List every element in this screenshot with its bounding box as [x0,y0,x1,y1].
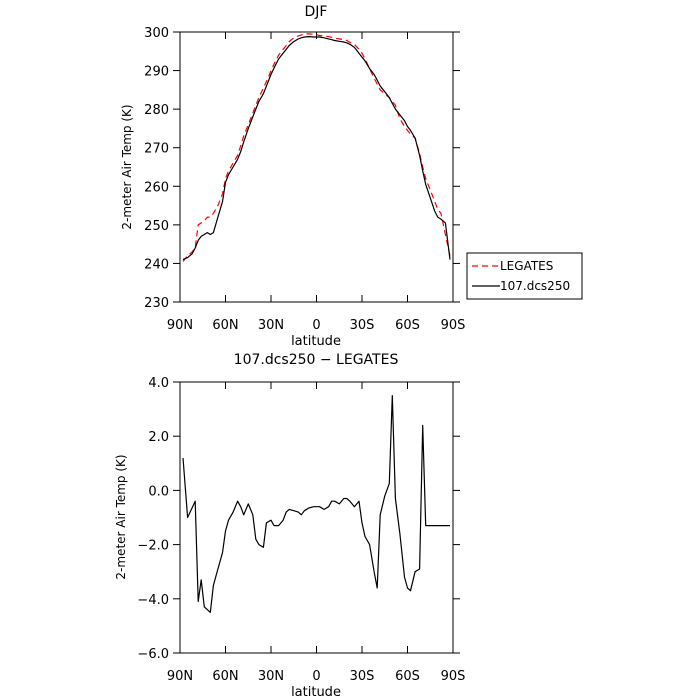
top-x-axis-label: latitude [291,334,341,349]
bottom-x-tick-label: 30N [258,669,284,684]
top-y-tick-label: 260 [144,180,169,195]
top-x-tick-label: 90S [441,318,466,333]
top-y-tick-label: 240 [144,257,169,272]
top-x-tick-label: 60N [212,318,238,333]
top-x-tick-label: 30N [258,318,284,333]
bottom-x-tick-label: 90S [441,669,466,684]
top-ticks: 90N 60N 30N 0 30S 60S 90S 230 240 250 260 270 280 290… [144,26,465,333]
top-chart-title: DJF [305,4,328,20]
legend-label-model: 107.dcs250 [500,279,570,293]
bottom-ticks: 90N 60N 30N 0 30S 60S 90S −6.0 −4.0 −2.0 0.0 2.0 4.0 [137,376,465,684]
top-y-tick-label: 270 [144,142,169,157]
bottom-y-tick-label: 4.0 [148,376,169,391]
bottom-x-tick-label: 30S [350,669,375,684]
top-y-tick-label: 300 [144,26,169,41]
top-x-tick-label: 30S [350,318,375,333]
top-y-tick-label: 230 [144,296,169,311]
bottom-chart-title: 107.dcs250 − LEGATES [234,352,399,368]
top-x-tick-label: 90N [167,318,193,333]
top-x-tick-label: 0 [312,318,320,333]
top-y-tick-label: 250 [144,219,169,234]
legend-label-legates: LEGATES [500,259,553,273]
bottom-y-tick-label: −6.0 [137,647,169,662]
top-series-line-legates [182,33,451,262]
bottom-x-tick-label: 60S [395,669,420,684]
legend-box [466,252,583,300]
bottom-x-tick-label: 0 [312,669,320,684]
legend: LEGATES 107.dcs250 [466,252,583,300]
bottom-plot-frame [179,381,454,654]
bottom-series-line-difference [182,395,450,614]
bottom-y-tick-label: −2.0 [137,539,169,554]
bottom-series [182,395,450,614]
bottom-y-tick-label: 2.0 [148,430,169,445]
top-y-tick-label: 290 [144,65,169,80]
top-y-tick-label: 280 [144,103,169,118]
bottom-y-axis-label: 2-meter Air Temp (K) [114,454,128,579]
top-series [182,33,451,262]
bottom-y-tick-label: 0.0 [148,484,169,499]
difference-panel: 107.dcs250 − LEGATES 90N 60N 30N 0 30S 60S 90S… [114,352,465,700]
top-y-axis-label: 2-meter Air Temp (K) [120,104,134,229]
bottom-y-tick-label: −4.0 [137,593,169,608]
top-plot-frame [179,31,454,303]
bottom-x-axis-label: latitude [291,685,341,700]
bottom-x-tick-label: 90N [167,669,193,684]
temperature-panel: DJF 90N 60N 30N 0 30S 60S 90S 230 240 250 260 270 28… [120,4,583,349]
top-x-tick-label: 60S [395,318,420,333]
top-series-line-107-dcs250 [182,35,451,261]
bottom-x-tick-label: 60N [212,669,238,684]
